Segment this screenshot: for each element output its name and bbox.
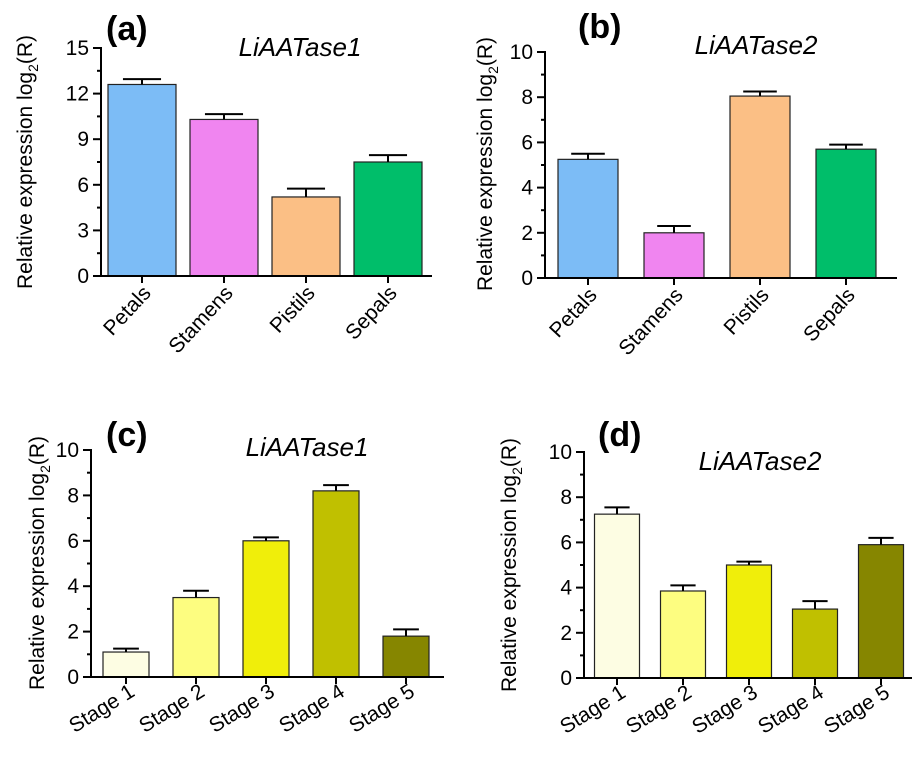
y-tick-label: 0: [521, 267, 533, 290]
panel-label: (a): [106, 10, 148, 48]
x-tick-label: Petals: [99, 282, 156, 340]
bar-stamens: [643, 232, 705, 279]
y-tick-label: 8: [67, 484, 79, 507]
error-bar: [829, 143, 863, 150]
error-bar: [204, 113, 244, 120]
x-tick-label: Pistils: [265, 282, 319, 338]
error-bar: [253, 536, 279, 541]
bar-petals: [557, 158, 619, 279]
bar-stage-2: [172, 596, 220, 678]
x-tick-label: Stamens: [614, 284, 687, 360]
x-tick-label: Stage 2: [622, 681, 696, 739]
y-tick-label: 10: [510, 41, 533, 64]
chart-panel-1: 0 3 6 9 12 15 Petals Stamens Pistils Sepals Relati…: [14, 10, 432, 358]
y-tick-label: 6: [560, 531, 572, 554]
y-tick-label: 2: [521, 222, 533, 245]
error-bar: [368, 154, 408, 162]
panel-label: (c): [106, 416, 148, 454]
bar-pistils: [729, 95, 791, 279]
bar-stamens: [189, 118, 259, 277]
y-tick-label: 4: [521, 177, 533, 200]
error-bar: [393, 628, 419, 637]
y-tick-label: 0: [560, 667, 572, 690]
bar-pistils: [271, 196, 341, 277]
error-bar: [323, 484, 349, 491]
error-bar: [122, 78, 162, 85]
bar-stage-4: [312, 490, 360, 678]
error-bar: [743, 90, 777, 97]
panel-label: (d): [598, 416, 641, 454]
x-tick-label: Pistils: [719, 284, 773, 340]
y-tick-label: 15: [66, 37, 89, 60]
error-bar: [802, 600, 828, 610]
y-tick-label: 12: [66, 83, 89, 106]
bar-sepals: [815, 148, 877, 279]
bar-stage-2: [659, 590, 707, 679]
bar-sepals: [353, 161, 423, 277]
x-tick-label: Stage 4: [754, 681, 828, 739]
chart-title: LiAATase1: [246, 432, 369, 462]
x-tick-label: Petals: [545, 284, 602, 342]
chart-title: LiAATase2: [695, 30, 818, 60]
y-tick-label: 6: [521, 131, 533, 154]
x-tick-label: Stage 5: [820, 681, 894, 739]
error-bar: [113, 647, 139, 653]
bar-petals: [107, 83, 177, 277]
error-bar: [571, 152, 605, 160]
x-tick-label: Sepals: [341, 282, 402, 345]
chart-title: LiAATase1: [239, 32, 362, 62]
chart-title: LiAATase2: [699, 446, 822, 476]
y-tick-label: 0: [77, 265, 89, 288]
error-bar: [183, 589, 209, 598]
x-tick-label: Sepals: [799, 284, 860, 347]
y-tick-label: 4: [67, 575, 79, 598]
y-axis-label: Relative expression log2(R): [498, 438, 525, 692]
bar-stage-5: [857, 544, 905, 679]
y-tick-label: 10: [549, 441, 572, 464]
y-tick-label: 2: [67, 621, 79, 644]
error-bar: [286, 187, 326, 197]
y-tick-label: 2: [560, 622, 572, 645]
bar-stage-1: [593, 513, 641, 679]
error-bar: [736, 560, 762, 565]
error-bar: [604, 506, 630, 515]
x-tick-label: Stamens: [164, 282, 237, 358]
y-tick-label: 6: [67, 530, 79, 553]
bar-stage-3: [242, 540, 290, 678]
bar-stage-4: [791, 608, 839, 679]
y-tick-label: 0: [67, 666, 79, 689]
panel-label: (b): [578, 8, 621, 46]
bar-stage-1: [102, 651, 150, 678]
y-tick-label: 9: [77, 128, 89, 151]
error-bar: [670, 584, 696, 591]
bar-stage-3: [725, 564, 773, 679]
y-tick-label: 6: [77, 174, 89, 197]
y-tick-label: 8: [560, 486, 572, 509]
error-bar: [868, 536, 894, 545]
y-axis-label: Relative expression log2(R): [474, 37, 501, 291]
x-tick-label: Stage 4: [275, 680, 349, 738]
y-axis-label: Relative expression log2(R): [26, 436, 53, 690]
chart-panel-2: 0 2 4 6 8 10 Petals Stamens Pistils Sepals Relativ…: [474, 8, 897, 360]
x-tick-label: Stage 5: [345, 680, 419, 738]
y-tick-label: 4: [560, 577, 572, 600]
error-bar: [657, 225, 691, 233]
y-tick-label: 3: [77, 219, 89, 242]
y-axis-label: Relative expression log2(R): [14, 35, 41, 289]
x-tick-label: Stage 3: [205, 680, 279, 738]
y-tick-label: 10: [56, 439, 79, 462]
y-tick-label: 8: [521, 86, 533, 109]
x-tick-label: Stage 3: [688, 681, 762, 739]
x-tick-label: Stage 2: [135, 680, 209, 738]
bar-stage-5: [382, 635, 430, 678]
